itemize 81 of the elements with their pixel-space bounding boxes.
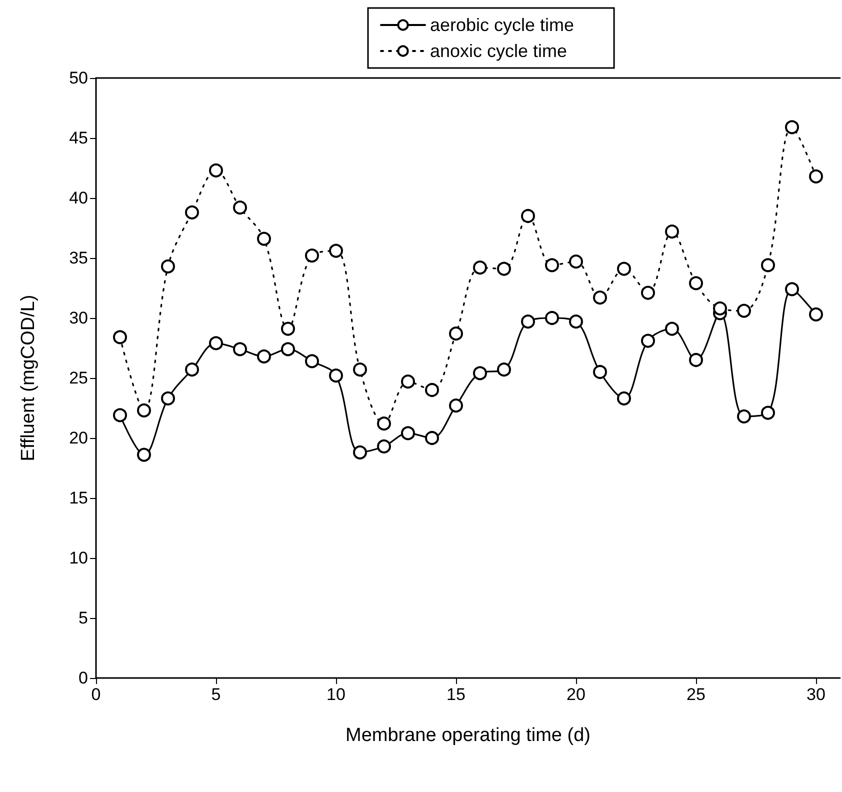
point: [593, 290, 607, 305]
point: [785, 282, 799, 296]
y-tick-label: 40: [69, 188, 88, 208]
point: [809, 307, 823, 322]
point: [329, 368, 343, 383]
point: [185, 362, 199, 377]
y-tick-label: 35: [69, 248, 88, 268]
point: [377, 416, 391, 431]
point: [593, 365, 607, 379]
point: [569, 314, 583, 329]
point: [353, 362, 367, 377]
point: [233, 200, 247, 215]
point: [353, 445, 367, 460]
point: [521, 209, 535, 223]
point: [569, 254, 583, 269]
point: [401, 374, 415, 389]
point: [497, 262, 511, 276]
point: [257, 232, 271, 246]
point: [737, 304, 751, 318]
point: [473, 260, 487, 275]
point: [689, 353, 703, 367]
point: [137, 448, 151, 462]
y-tick-label: 15: [69, 488, 88, 508]
x-axis-title: Membrane operating time (d): [346, 725, 590, 746]
point: [641, 286, 655, 300]
point: [425, 383, 439, 397]
point: [449, 398, 463, 413]
point: [185, 205, 199, 220]
point: [209, 336, 223, 350]
point: [449, 326, 463, 341]
y-tick-label: 45: [69, 128, 88, 148]
point: [137, 403, 151, 418]
point: [545, 258, 559, 272]
y-tick-label: 5: [78, 608, 88, 628]
point: [473, 366, 487, 380]
x-tick-label: 30: [806, 685, 826, 704]
point: [497, 362, 511, 377]
y-tick-label: 10: [69, 548, 88, 568]
point: [617, 262, 631, 276]
y-axis-title: Effluent (mgCOD/L): [18, 294, 39, 462]
point: [305, 248, 319, 263]
point: [665, 224, 679, 239]
y-tick-label: 20: [69, 428, 88, 448]
x-tick-label: 20: [566, 685, 586, 704]
point: [329, 244, 343, 258]
y-tick-label: 50: [69, 68, 88, 88]
point: [545, 311, 559, 325]
point: [377, 439, 391, 454]
point: [761, 258, 775, 272]
point: [617, 391, 631, 406]
x-tick-label: 10: [326, 685, 346, 704]
x-tick-label: 25: [686, 685, 706, 704]
y-tick-label: 30: [69, 308, 88, 328]
point: [713, 301, 727, 316]
y-tick-label: 0: [78, 668, 88, 688]
point: [161, 391, 175, 406]
y-tick-label: 25: [69, 368, 88, 388]
point: [401, 426, 415, 440]
legend-label: aerobic cycle time: [430, 15, 574, 35]
point: [305, 354, 319, 368]
x-tick-label: 15: [446, 685, 466, 704]
point: [281, 342, 295, 356]
x-tick-label: 5: [211, 685, 221, 704]
point: [761, 406, 775, 420]
point: [689, 276, 703, 290]
point: [257, 349, 271, 364]
point: [785, 120, 799, 134]
point: [113, 408, 127, 422]
point: [281, 322, 295, 336]
point: [425, 431, 439, 445]
point: [665, 322, 679, 336]
point: [233, 342, 247, 356]
point: [809, 169, 823, 184]
point: [521, 314, 535, 329]
point: [209, 163, 223, 178]
point: [161, 259, 175, 274]
point: [737, 409, 751, 424]
x-tick-label: 0: [91, 685, 101, 704]
legend-label: anoxic cycle time: [430, 41, 568, 61]
point: [113, 330, 127, 344]
point: [641, 334, 655, 348]
